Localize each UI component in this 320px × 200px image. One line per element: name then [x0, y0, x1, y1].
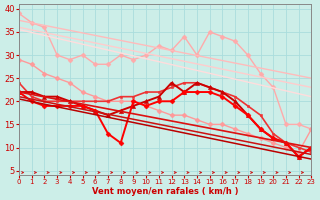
X-axis label: Vent moyen/en rafales ( km/h ): Vent moyen/en rafales ( km/h ) — [92, 187, 238, 196]
